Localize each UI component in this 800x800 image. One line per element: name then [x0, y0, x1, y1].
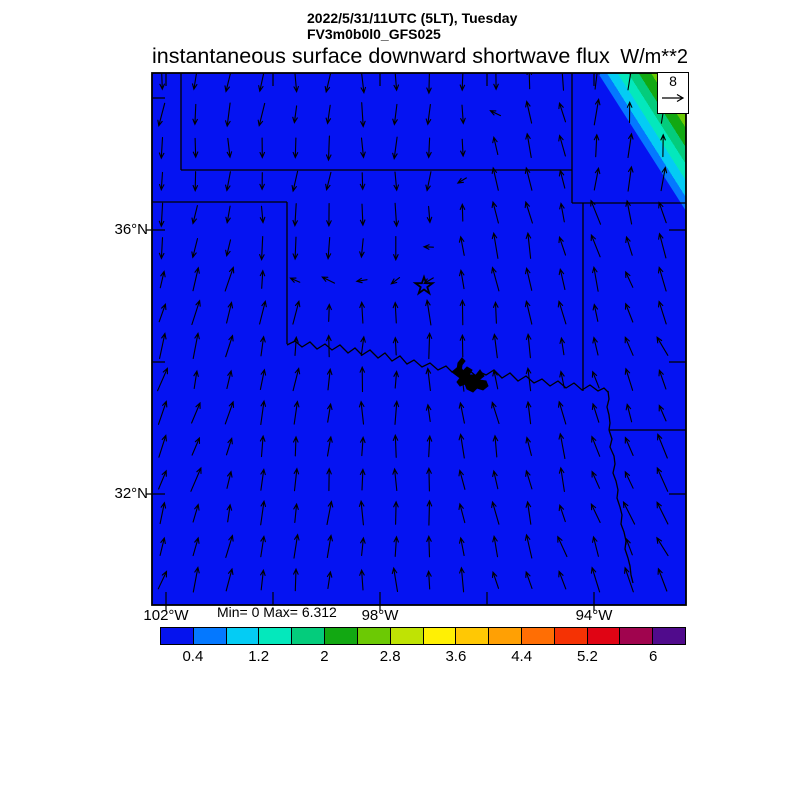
colorbar-segment: [587, 628, 621, 644]
axis-ticks: [146, 73, 686, 611]
state-borders: [152, 73, 686, 584]
colorbar-segment: [193, 628, 227, 644]
lat-label-36n: 36°N: [114, 221, 148, 238]
reference-vector-value: 8: [669, 73, 677, 89]
colorbar-tick-label: 2: [320, 648, 329, 665]
colorbar-tick-label: 6: [648, 648, 658, 665]
colorbar: [160, 627, 686, 645]
wind-vector-arrows: [157, 73, 669, 593]
valid-time-label: 2022/5/31/11UTC (5LT), Tuesday: [307, 10, 518, 26]
colorbar-segment: [653, 628, 685, 644]
colorbar-tick-label: 0.4: [182, 648, 204, 665]
plot-title: instantaneous surface downward shortwave…: [152, 44, 610, 68]
colorbar-segment: [554, 628, 588, 644]
lat-label-32n: 32°N: [114, 485, 148, 502]
colorbar-tick-label: 5.2: [576, 648, 598, 665]
units-label: W/m**2: [620, 46, 688, 68]
colorbar-tick-label: 3.6: [445, 648, 467, 665]
lon-label-102w: 102°W: [143, 607, 189, 624]
model-run-label: FV3m0b0l0_GFS025: [307, 26, 441, 42]
flux-field-base: [152, 73, 686, 605]
colorbar-segment: [456, 628, 490, 644]
colorbar-segment: [161, 628, 194, 644]
colorbar-segment: [226, 628, 260, 644]
lon-label-98w: 98°W: [361, 607, 399, 624]
reference-vector-arrow-icon: [662, 93, 685, 103]
min-max-label: Min= 0 Max= 6.312: [217, 604, 337, 620]
reference-vector-box: 8: [657, 72, 689, 114]
capital-star-icon: [412, 274, 436, 296]
map-plot: [146, 72, 687, 611]
colorbar-segment: [390, 628, 424, 644]
colorbar-tick-label: 1.2: [248, 648, 270, 665]
map-border: [151, 72, 687, 606]
colorbar-segment: [325, 628, 358, 644]
colorbar-tick-labels: 0.4 1.2 2 2.8 3.6 4.4 5.2 6: [160, 648, 686, 668]
colorbar-segment: [259, 628, 293, 644]
lake-texoma-blob: [451, 357, 489, 393]
lon-label-94w: 94°W: [575, 607, 613, 624]
colorbar-tick-label: 4.4: [511, 648, 533, 665]
colorbar-segment: [620, 628, 654, 644]
colorbar-segment: [423, 628, 457, 644]
colorbar-segment: [292, 628, 326, 644]
colorbar-tick-label: 2.8: [379, 648, 401, 665]
colorbar-segment: [357, 628, 391, 644]
colorbar-segment: [489, 628, 522, 644]
colorbar-segment: [521, 628, 555, 644]
